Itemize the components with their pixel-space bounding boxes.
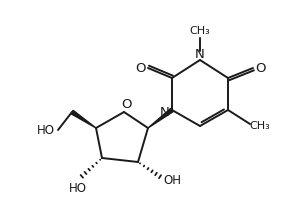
Text: OH: OH [163, 175, 181, 187]
Text: HO: HO [69, 181, 87, 194]
Text: N: N [195, 49, 205, 62]
Text: O: O [135, 62, 145, 75]
Text: CH₃: CH₃ [190, 26, 210, 36]
Text: O: O [256, 62, 266, 75]
Polygon shape [71, 110, 96, 128]
Text: N: N [160, 105, 170, 119]
Text: O: O [121, 97, 131, 111]
Text: CH₃: CH₃ [250, 121, 270, 131]
Polygon shape [148, 108, 173, 128]
Text: HO: HO [37, 124, 55, 138]
